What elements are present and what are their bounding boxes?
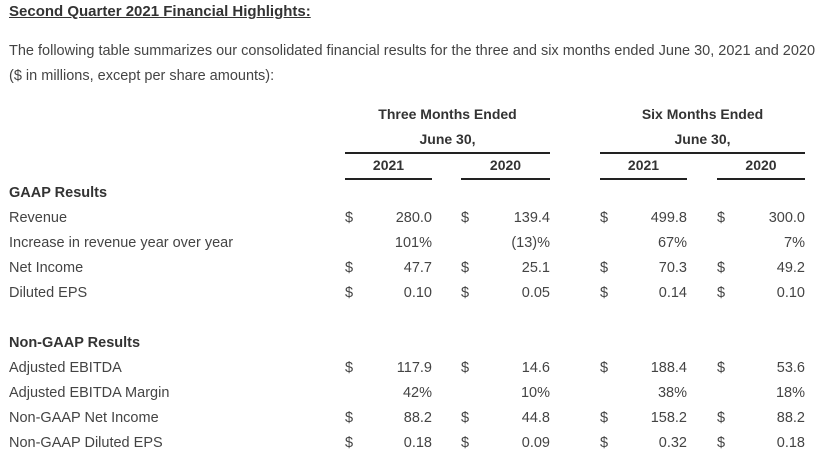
currency-symbol: $ — [461, 285, 470, 301]
value-cell: 300.0 — [768, 210, 805, 226]
table-row: Net Income $47.7 $25.1 $70.3 $49.2 — [0, 256, 829, 281]
value-cell: 44.8 — [521, 410, 550, 426]
value-cell: 88.2 — [403, 410, 432, 426]
table-row: Revenue $280.0 $139.4 $499.8 $300.0 — [0, 206, 829, 231]
value-cell: 18% — [775, 385, 805, 401]
value-cell: 47.7 — [403, 260, 432, 276]
currency-symbol: $ — [717, 435, 726, 451]
section-heading: GAAP Results — [9, 185, 108, 201]
currency-symbol: $ — [600, 435, 609, 451]
row-label: Increase in revenue year over year — [9, 235, 234, 251]
value-cell: 499.8 — [650, 210, 687, 226]
section-heading-row: GAAP Results — [0, 181, 829, 206]
year-underline — [717, 178, 805, 180]
value-cell: 158.2 — [650, 410, 687, 426]
currency-symbol: $ — [345, 285, 354, 301]
currency-symbol: $ — [461, 360, 470, 376]
value-cell: 0.18 — [403, 435, 432, 451]
currency-symbol: $ — [600, 210, 609, 226]
currency-symbol: $ — [345, 260, 354, 276]
currency-symbol: $ — [461, 260, 470, 276]
row-label: Revenue — [9, 210, 68, 226]
currency-symbol: $ — [461, 210, 470, 226]
value-cell: 25.1 — [521, 260, 550, 276]
currency-symbol: $ — [717, 285, 726, 301]
table-row: Adjusted EBITDA Margin 42% 10% 38% 18% — [0, 381, 829, 406]
value-cell: 280.0 — [395, 210, 432, 226]
value-cell: 0.09 — [521, 435, 550, 451]
value-cell: 0.32 — [658, 435, 687, 451]
row-label: Diluted EPS — [9, 285, 88, 301]
year-underline — [600, 178, 687, 180]
header-three-months: Three Months Ended — [378, 106, 517, 122]
row-label: Non-GAAP Diluted EPS — [9, 435, 163, 451]
section-heading-row: Non-GAAP Results — [0, 331, 829, 356]
value-cell: 0.10 — [403, 285, 432, 301]
table-row: Adjusted EBITDA $117.9 $14.6 $188.4 $53.6 — [0, 356, 829, 381]
value-cell: (13)% — [511, 235, 550, 251]
value-cell: 67% — [657, 235, 687, 251]
section-heading: Non-GAAP Results — [9, 335, 141, 351]
row-label: Non-GAAP Net Income — [9, 410, 159, 426]
currency-symbol: $ — [600, 285, 609, 301]
year-header-2020-q: 2020 — [489, 157, 522, 173]
currency-symbol: $ — [461, 435, 470, 451]
value-cell: 0.18 — [776, 435, 805, 451]
header-divider — [345, 152, 550, 154]
value-cell: 0.05 — [521, 285, 550, 301]
value-cell: 10% — [520, 385, 550, 401]
header-three-months-date: June 30, — [419, 131, 476, 147]
value-cell: 7% — [784, 235, 805, 251]
value-cell: 49.2 — [776, 260, 805, 276]
currency-symbol: $ — [345, 410, 354, 426]
value-cell: 70.3 — [658, 260, 687, 276]
row-label: Net Income — [9, 260, 84, 276]
value-cell: 117.9 — [396, 360, 432, 376]
year-header-2021-q: 2021 — [372, 157, 405, 173]
value-cell: 101% — [394, 235, 432, 251]
value-cell: 0.14 — [658, 285, 687, 301]
currency-symbol: $ — [461, 410, 470, 426]
value-cell: 88.2 — [776, 410, 805, 426]
currency-symbol: $ — [345, 360, 354, 376]
table-row: Diluted EPS $0.10 $0.05 $0.14 $0.10 — [0, 281, 829, 306]
currency-symbol: $ — [600, 360, 609, 376]
value-cell: 14.6 — [521, 360, 550, 376]
currency-symbol: $ — [600, 410, 609, 426]
row-label: Adjusted EBITDA — [9, 360, 122, 376]
currency-symbol: $ — [345, 435, 354, 451]
value-cell: 53.6 — [776, 360, 805, 376]
table-row: Non-GAAP Diluted EPS $0.18 $0.09 $0.32 $0.18 — [0, 431, 829, 456]
currency-symbol: $ — [717, 210, 726, 226]
value-cell: 0.10 — [776, 285, 805, 301]
currency-symbol: $ — [717, 360, 726, 376]
header-six-months: Six Months Ended — [641, 106, 764, 122]
year-underline — [345, 178, 432, 180]
header-six-months-date: June 30, — [674, 131, 731, 147]
header-divider — [600, 152, 805, 154]
currency-symbol: $ — [717, 260, 726, 276]
table-row: Increase in revenue year over year 101% (1… — [0, 231, 829, 256]
currency-symbol: $ — [345, 210, 354, 226]
year-header-2021-h: 2021 — [627, 157, 660, 173]
value-cell: 38% — [657, 385, 687, 401]
section-title: Second Quarter 2021 Financial Highlights… — [9, 3, 311, 20]
year-header-2020-h: 2020 — [745, 157, 777, 173]
table-row: Non-GAAP Net Income $88.2 $44.8 $158.2 $88.2 — [0, 406, 829, 431]
value-cell: 42% — [402, 385, 432, 401]
intro-paragraph: The following table summarizes our conso… — [9, 43, 816, 84]
currency-symbol: $ — [717, 410, 726, 426]
row-label: Adjusted EBITDA Margin — [9, 385, 170, 401]
year-underline — [461, 178, 550, 180]
value-cell: 139.4 — [513, 210, 550, 226]
value-cell: 188.4 — [650, 360, 687, 376]
currency-symbol: $ — [600, 260, 609, 276]
